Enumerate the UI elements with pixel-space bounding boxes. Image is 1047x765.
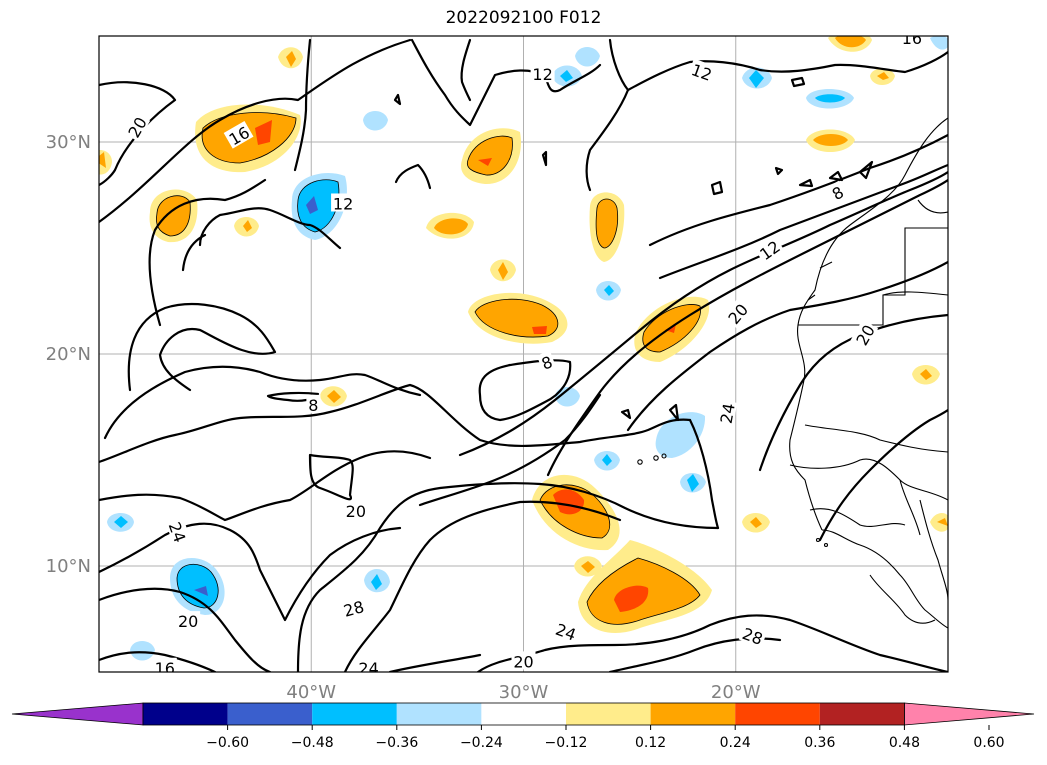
contour-label: 20 bbox=[511, 651, 536, 671]
contour-label-text: 12 bbox=[532, 65, 552, 84]
contour-label-text: 20 bbox=[513, 652, 533, 671]
contour-label: 12 bbox=[331, 193, 356, 213]
colorbar-tick-label: 0.48 bbox=[889, 735, 920, 751]
contour-lines bbox=[99, 38, 948, 672]
fill-positive-anomaly-center-north bbox=[460, 128, 521, 185]
lat-tick-label: 30°N bbox=[46, 132, 91, 153]
contour-label: 8 bbox=[826, 180, 848, 204]
contour-label-text: 24 bbox=[717, 402, 739, 425]
fill-positive-anomaly-south bbox=[532, 474, 712, 633]
lon-tick-label: 30°W bbox=[499, 682, 549, 703]
lon-tick-label: 40°W bbox=[286, 682, 336, 703]
contour-label-text: 28 bbox=[342, 597, 367, 621]
colorbar-tick-label: 0.60 bbox=[973, 735, 1004, 751]
contour-label: 8 bbox=[536, 350, 557, 374]
anomaly-outlines bbox=[156, 112, 701, 625]
fill-positive-anomaly-center-small bbox=[234, 47, 625, 407]
colorbar-segment bbox=[819, 703, 905, 725]
colorbar-segment bbox=[566, 703, 651, 725]
contour-label: 12 bbox=[530, 64, 555, 84]
colorbar-segment bbox=[735, 703, 820, 725]
colorbar-segment bbox=[227, 703, 313, 725]
colorbar-segment bbox=[396, 703, 482, 725]
colorbar-segment bbox=[312, 703, 397, 725]
map-title: 2022092100 F012 bbox=[445, 8, 602, 28]
contour-label-text: 20 bbox=[346, 502, 366, 521]
contour-label-text: 12 bbox=[333, 194, 353, 213]
contour-label-text: 16 bbox=[155, 659, 175, 678]
contour-label: 12 bbox=[687, 58, 717, 85]
map-frame bbox=[98, 35, 949, 673]
colorbar-tick-label: 0.36 bbox=[804, 735, 835, 751]
colorbar: −0.60 −0.48 −0.36 −0.24 −0.12 0.12 0.24 0.36 0.4… bbox=[11, 702, 1035, 751]
contour-label: 16 bbox=[899, 29, 924, 48]
colorbar-tick-label: 0.24 bbox=[720, 735, 751, 751]
colorbar-segment bbox=[143, 703, 228, 725]
lat-tick-label: 10°N bbox=[46, 556, 91, 577]
contour-label: 28 bbox=[339, 595, 368, 621]
contour-label: 20 bbox=[343, 500, 368, 521]
contour-label-text: 16 bbox=[902, 29, 922, 48]
axis-tick-labels: 40°W 30°W 20°W 30°N 20°N 10°N bbox=[46, 132, 761, 703]
colorbar-tick-label: −0.36 bbox=[375, 735, 418, 751]
colorbar-segment bbox=[650, 703, 736, 725]
contour-label: 20 bbox=[176, 611, 201, 631]
contour-label-text: 20 bbox=[178, 612, 198, 631]
colorbar-segment bbox=[481, 703, 566, 725]
colorbar-extend-max bbox=[904, 702, 1035, 726]
contour-label-text: 8 bbox=[308, 396, 318, 415]
colorbar-tick-label: −0.12 bbox=[545, 735, 588, 751]
lon-tick-label: 20°W bbox=[711, 682, 761, 703]
contour-label: 24 bbox=[356, 657, 381, 678]
colorbar-extend-min bbox=[11, 702, 144, 726]
colorbar-tick-label: −0.24 bbox=[460, 735, 503, 751]
lat-tick-label: 20°N bbox=[46, 344, 91, 365]
gridlines bbox=[99, 36, 948, 672]
contour-label: 24 bbox=[715, 399, 739, 427]
colorbar-tick-label: 0.12 bbox=[635, 735, 666, 751]
contour-label: 8 bbox=[306, 394, 321, 415]
contour-label-text: 24 bbox=[358, 659, 378, 678]
contour-label: 16 bbox=[152, 657, 177, 678]
colorbar-tick-label: −0.60 bbox=[206, 735, 249, 751]
colorbar-tick-label: −0.48 bbox=[291, 735, 334, 751]
